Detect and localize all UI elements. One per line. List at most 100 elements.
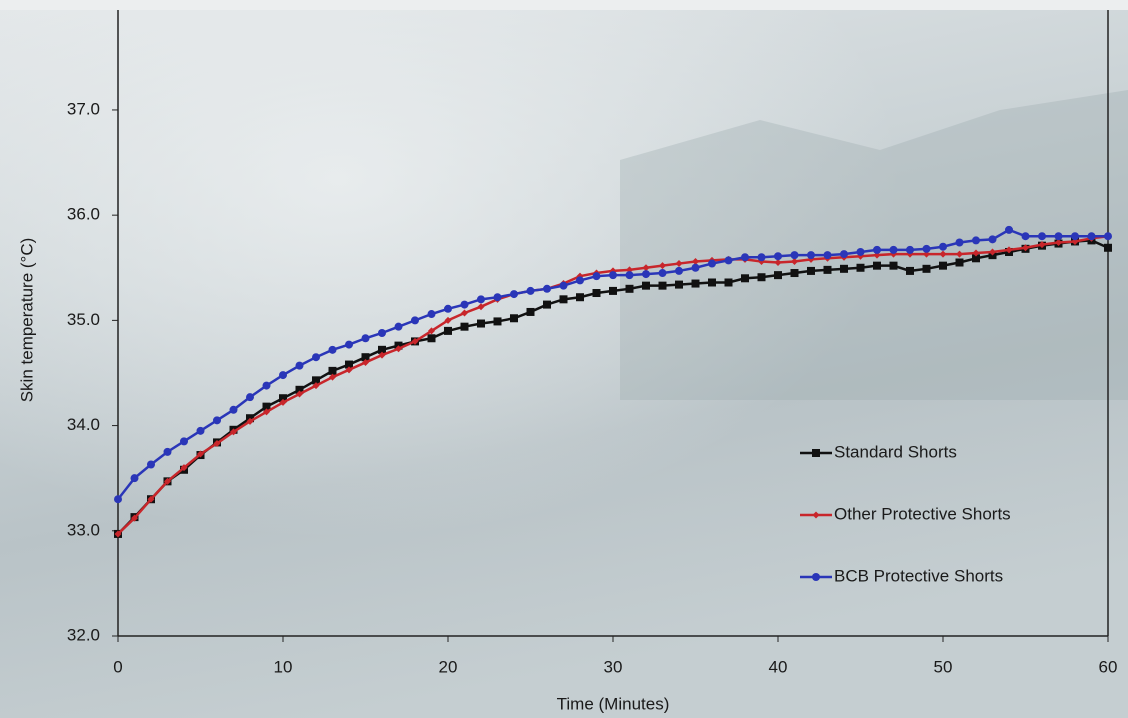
x-axis-title: Time (Minutes) <box>557 694 670 713</box>
marker <box>444 316 452 324</box>
marker <box>774 252 782 261</box>
marker <box>493 293 502 302</box>
marker <box>279 398 287 406</box>
marker <box>939 261 947 270</box>
marker <box>873 261 881 270</box>
marker <box>180 464 188 472</box>
y-tick-label: 32.0 <box>67 625 100 644</box>
marker <box>812 573 820 581</box>
marker <box>592 272 601 281</box>
marker <box>1054 232 1063 241</box>
marker <box>378 351 386 359</box>
marker <box>510 314 518 323</box>
legend-label: Standard Shorts <box>834 442 957 461</box>
marker <box>972 249 980 257</box>
marker <box>460 300 469 309</box>
marker <box>691 263 700 272</box>
marker <box>1005 246 1013 254</box>
marker <box>625 284 634 293</box>
marker <box>230 428 237 436</box>
marker <box>295 385 304 394</box>
marker <box>692 257 699 265</box>
marker <box>296 390 303 398</box>
marker <box>1104 243 1112 252</box>
marker <box>988 235 997 244</box>
marker <box>411 316 419 325</box>
marker <box>428 327 435 335</box>
y-axis-title: Skin temperature (°C) <box>17 238 36 403</box>
marker <box>361 353 370 362</box>
marker <box>757 273 766 282</box>
marker <box>724 256 733 265</box>
marker <box>279 371 287 380</box>
marker <box>345 340 353 349</box>
marker <box>329 373 336 381</box>
marker <box>1038 241 1046 249</box>
marker <box>461 309 468 317</box>
marker <box>675 280 683 289</box>
marker <box>889 245 898 254</box>
marker <box>708 259 716 268</box>
marker <box>691 279 700 288</box>
marker <box>378 328 386 337</box>
marker <box>262 402 271 411</box>
marker <box>642 270 650 279</box>
marker <box>164 477 171 485</box>
marker <box>345 366 353 374</box>
marker <box>625 271 634 280</box>
y-tick-label: 33.0 <box>67 520 100 539</box>
y-tick-label: 36.0 <box>67 205 100 224</box>
top-band <box>0 0 1128 10</box>
marker <box>812 511 820 519</box>
marker <box>906 245 914 254</box>
marker <box>790 251 799 260</box>
marker <box>774 259 782 267</box>
marker <box>823 251 832 260</box>
marker <box>592 289 601 298</box>
marker <box>658 269 667 278</box>
marker <box>477 303 485 311</box>
marker <box>229 405 238 414</box>
marker <box>642 281 650 290</box>
marker <box>328 345 337 354</box>
marker <box>939 250 947 258</box>
marker <box>526 286 535 295</box>
marker <box>972 236 980 245</box>
marker <box>394 322 403 331</box>
marker <box>741 253 749 262</box>
marker <box>642 264 650 272</box>
marker <box>477 295 485 304</box>
marker <box>295 361 304 370</box>
marker <box>444 304 452 313</box>
marker <box>576 293 584 302</box>
marker <box>873 245 881 254</box>
marker <box>427 334 436 343</box>
marker <box>1087 232 1096 241</box>
marker <box>906 266 914 275</box>
legend-label: BCB Protective Shorts <box>834 566 1003 585</box>
y-tick-label: 34.0 <box>67 415 100 434</box>
marker <box>395 345 402 353</box>
marker <box>213 439 221 447</box>
x-tick-label: 30 <box>604 657 623 676</box>
marker <box>972 254 980 263</box>
marker <box>1104 232 1112 241</box>
marker <box>791 257 798 265</box>
marker <box>147 495 155 503</box>
x-tick-label: 60 <box>1099 657 1118 676</box>
marker <box>213 416 221 425</box>
marker <box>147 460 155 469</box>
marker <box>675 260 683 268</box>
marker <box>130 474 139 483</box>
marker <box>1038 232 1046 241</box>
x-tick-label: 20 <box>439 657 458 676</box>
x-tick-label: 10 <box>274 657 293 676</box>
marker <box>724 278 733 287</box>
marker <box>312 353 320 362</box>
marker <box>939 242 947 251</box>
marker <box>807 266 815 275</box>
marker <box>345 360 353 369</box>
marker <box>576 276 584 285</box>
marker <box>856 247 865 256</box>
